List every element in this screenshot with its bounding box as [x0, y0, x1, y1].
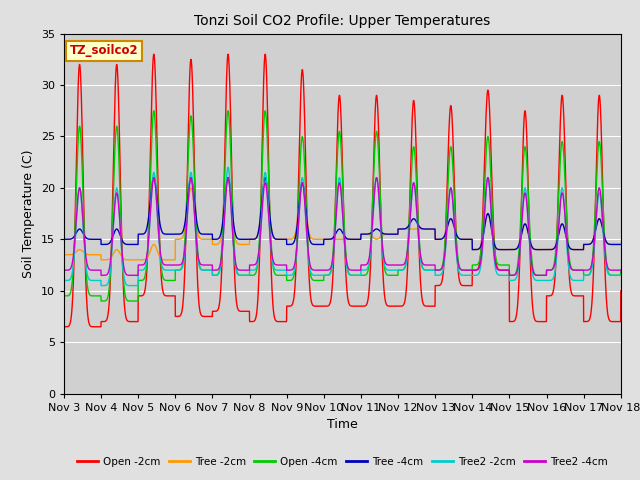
Tree2 -2cm	[528, 265, 536, 271]
Line: Tree2 -2cm: Tree2 -2cm	[64, 168, 640, 286]
Line: Tree -2cm: Tree -2cm	[64, 178, 640, 260]
Open -2cm	[563, 233, 571, 239]
Tree -4cm	[490, 239, 497, 244]
Open -2cm	[528, 291, 536, 297]
Tree -2cm	[438, 236, 445, 242]
Text: TZ_soilco2: TZ_soilco2	[70, 44, 138, 58]
Open -2cm	[490, 230, 498, 236]
Open -4cm	[60, 293, 68, 299]
Open -2cm	[60, 324, 68, 330]
Tree -4cm	[438, 236, 445, 242]
Open -4cm	[182, 216, 190, 222]
Tree2 -2cm	[438, 271, 445, 277]
Tree -2cm	[528, 243, 536, 249]
X-axis label: Time: Time	[327, 418, 358, 431]
Tree2 -4cm	[438, 266, 445, 272]
Open -4cm	[528, 255, 536, 261]
Open -2cm	[150, 51, 157, 57]
Line: Open -4cm: Open -4cm	[64, 111, 640, 301]
Tree -4cm	[150, 175, 157, 180]
Tree -4cm	[502, 247, 509, 252]
Tree2 -4cm	[131, 273, 139, 278]
Legend: Open -2cm, Tree -2cm, Open -4cm, Tree -4cm, Tree2 -2cm, Tree2 -4cm: Open -2cm, Tree -2cm, Open -4cm, Tree -4…	[73, 453, 612, 471]
Tree2 -2cm	[563, 250, 571, 255]
Tree2 -4cm	[490, 248, 498, 254]
Open -2cm	[94, 324, 102, 330]
Line: Open -2cm: Open -2cm	[64, 54, 640, 327]
Tree -2cm	[60, 252, 68, 258]
Tree2 -2cm	[490, 252, 498, 258]
Line: Tree -4cm: Tree -4cm	[64, 178, 640, 250]
Tree -2cm	[224, 175, 232, 180]
Tree -4cm	[563, 239, 571, 245]
Open -4cm	[131, 298, 139, 304]
Tree -4cm	[60, 237, 68, 242]
Open -4cm	[490, 236, 498, 241]
Tree -4cm	[182, 214, 189, 220]
Tree2 -2cm	[131, 283, 139, 288]
Tree -2cm	[131, 257, 138, 263]
Tree -4cm	[528, 243, 536, 249]
Tree2 -4cm	[60, 267, 68, 273]
Tree2 -2cm	[60, 277, 68, 283]
Open -4cm	[563, 228, 571, 234]
Open -2cm	[438, 280, 445, 286]
Open -4cm	[150, 108, 157, 114]
Tree2 -4cm	[150, 175, 157, 180]
Y-axis label: Soil Temperature (C): Soil Temperature (C)	[22, 149, 35, 278]
Tree -2cm	[182, 221, 189, 227]
Tree2 -2cm	[182, 238, 189, 244]
Open -4cm	[438, 265, 445, 271]
Tree2 -2cm	[224, 165, 232, 170]
Tree -2cm	[563, 239, 571, 245]
Tree2 -4cm	[182, 233, 190, 239]
Line: Tree2 -4cm: Tree2 -4cm	[64, 178, 640, 276]
Title: Tonzi Soil CO2 Profile: Upper Temperatures: Tonzi Soil CO2 Profile: Upper Temperatur…	[195, 14, 490, 28]
Tree2 -4cm	[528, 262, 536, 267]
Tree2 -4cm	[563, 244, 571, 250]
Tree -2cm	[490, 240, 498, 245]
Open -2cm	[182, 229, 190, 235]
